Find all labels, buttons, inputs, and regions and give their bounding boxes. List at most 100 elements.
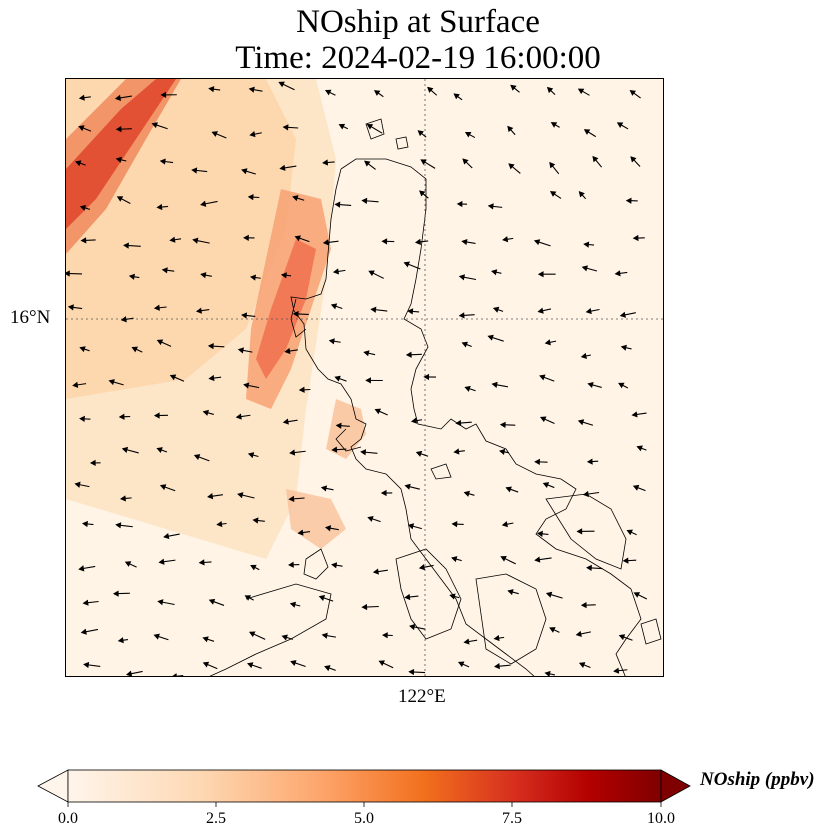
wind-arrow-head — [493, 663, 500, 670]
wind-arrow-head — [83, 661, 90, 669]
wind-arrow-head — [280, 272, 287, 279]
wind-arrow-head — [633, 592, 641, 598]
wind-arrow-head — [457, 661, 465, 668]
wind-arrow-head — [619, 311, 626, 318]
wind-arrow-head — [116, 196, 124, 202]
wind-arrow-head — [405, 351, 412, 358]
wind-arrow-head — [202, 661, 210, 668]
wind-arrow-head — [121, 446, 129, 453]
luzon-east-coast — [340, 158, 642, 676]
wind-arrow-head — [631, 411, 638, 418]
wind-arrow-head — [243, 234, 249, 241]
wind-arrow-head — [334, 375, 341, 382]
wind-arrow-head — [580, 352, 587, 359]
wind-arrow-head — [417, 130, 424, 137]
wind-arrow-head — [539, 374, 546, 381]
wind-arrow-head — [248, 86, 255, 93]
wind-arrow-head — [78, 565, 85, 572]
wind-arrow-head — [159, 158, 166, 165]
manila-bay — [335, 428, 362, 452]
wind-arrow-head — [507, 589, 514, 596]
wind-arrow-head — [118, 413, 125, 420]
wind-arrow-head — [549, 161, 556, 169]
wind-arrow-head — [89, 459, 96, 467]
wind-arrow-head — [613, 667, 620, 674]
wind-arrow-head — [374, 408, 382, 415]
wind-arrow-head — [500, 556, 507, 562]
wind-arrow-head — [499, 421, 506, 428]
wind-arrow-head — [536, 530, 543, 537]
wind-arrow-head — [247, 662, 254, 669]
wind-arrow-head — [451, 520, 458, 528]
wind-arrow-head — [618, 634, 626, 641]
wind-arrow-head — [115, 156, 122, 163]
wind-arrow-head — [241, 168, 248, 175]
wind-arrow-head — [288, 561, 294, 568]
wind-arrow-head — [381, 238, 388, 245]
islet-n2 — [395, 136, 409, 150]
wind-arrow-head — [244, 595, 252, 601]
wind-arrow-head — [537, 271, 544, 278]
wind-arrow-head — [328, 338, 335, 345]
wind-arrow-head — [407, 308, 414, 315]
wind-arrow-head — [331, 562, 338, 569]
wind-arrow-head — [622, 557, 629, 564]
wind-arrow-head — [208, 86, 215, 93]
wind-arrow-head — [491, 381, 498, 388]
wind-arrow-head — [582, 490, 589, 498]
wind-arrow-head — [372, 568, 379, 575]
wind-arrow-head — [576, 528, 583, 535]
wind-arrow-head — [367, 515, 374, 522]
wind-arrow-head — [112, 590, 119, 597]
map-title-line1: NOship at Surface — [296, 4, 540, 40]
wind-arrow-head — [207, 493, 214, 500]
wind-arrow-head — [75, 160, 82, 167]
wind-arrow-head — [297, 529, 304, 536]
wind-arrow-head — [72, 381, 79, 388]
colorbar-tick-3: 7.5 — [502, 810, 522, 827]
wind-arrow-head — [120, 316, 127, 323]
colorbar-ticks — [67, 802, 662, 807]
wind-arrow-head — [208, 598, 216, 605]
colorbar — [37, 769, 691, 807]
wind-arrow-head — [632, 484, 640, 491]
wind-arrow-head — [423, 373, 430, 381]
wind-arrow-head — [216, 520, 223, 528]
wind-arrow-head — [360, 449, 367, 456]
coastlines — [209, 118, 662, 676]
wind-arrow-head — [81, 520, 88, 528]
colorbar-extend-high — [660, 769, 691, 803]
wind-arrow-head — [318, 595, 326, 601]
wind-arrow-head — [169, 374, 177, 381]
wind-arrow-head — [534, 556, 541, 563]
wind-arrow-head — [153, 412, 160, 419]
wind-arrow-head — [250, 564, 257, 571]
plume-nw-outer — [66, 79, 181, 254]
bay-lingayen — [290, 298, 307, 338]
wind-arrow-head — [493, 634, 500, 642]
wind-arrow-shaft — [174, 674, 184, 676]
wind-arrow-head — [202, 636, 209, 643]
wind-arrow-head — [292, 310, 299, 318]
wind-arrow-head — [159, 484, 167, 491]
wind-arrow-head — [614, 270, 621, 277]
wind-arrow-head — [200, 200, 207, 207]
map-canvas — [66, 79, 663, 676]
wind-arrow-head — [334, 201, 341, 208]
wind-arrow-head — [331, 446, 338, 453]
wind-arrow-head — [620, 344, 627, 351]
wind-arrow-head — [332, 268, 340, 275]
wind-arrow-head — [407, 523, 415, 530]
wind-arrow-head — [453, 448, 460, 455]
wind-arrow-head — [82, 599, 89, 606]
wind-arrow-head — [211, 131, 218, 137]
wind-arrow-head — [74, 481, 81, 488]
wind-arrow-head — [616, 122, 624, 128]
wind-arrow-head — [123, 242, 129, 249]
wind-arrow-head — [202, 409, 209, 416]
wind-arrow-head — [156, 203, 163, 211]
wind-arrow-head — [502, 236, 509, 243]
mindoro — [209, 583, 332, 676]
wind-arrow-head — [124, 561, 132, 567]
wind-arrow-head — [78, 125, 85, 132]
